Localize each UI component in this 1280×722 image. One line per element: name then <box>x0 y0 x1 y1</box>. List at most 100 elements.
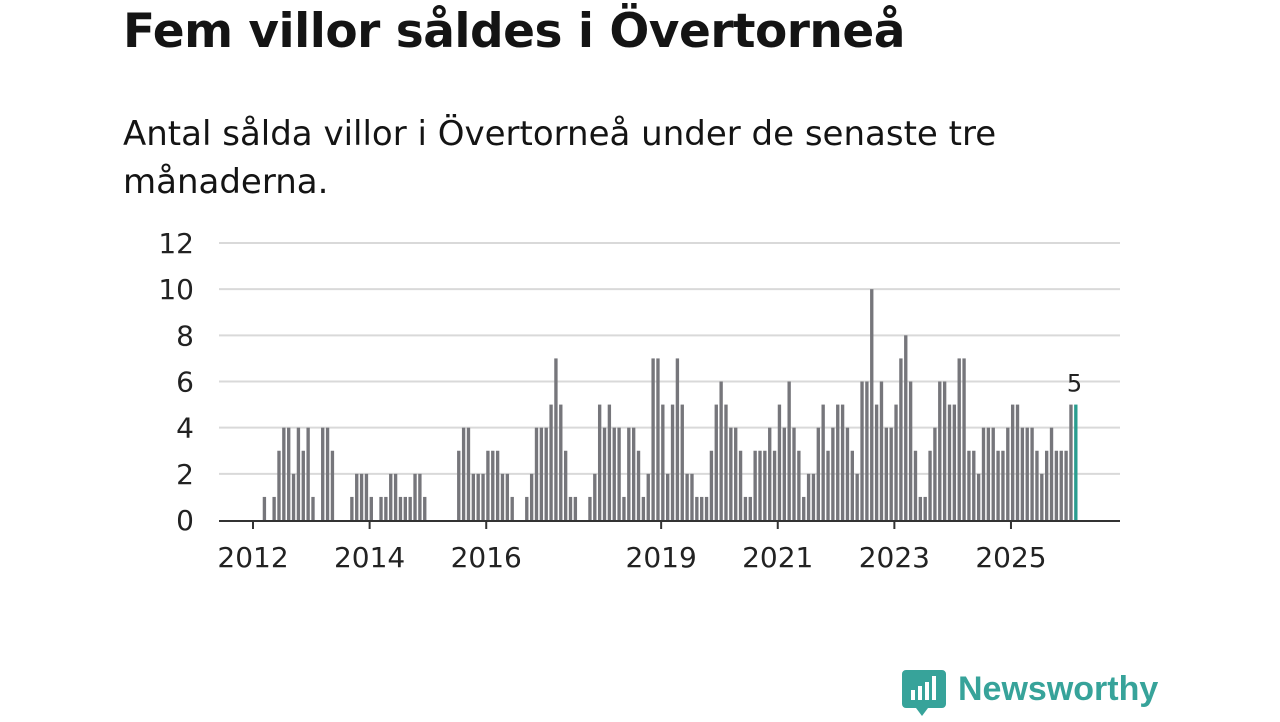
bar <box>369 496 373 520</box>
bar <box>908 381 913 520</box>
bar <box>758 450 762 520</box>
bar <box>991 427 995 520</box>
bar <box>495 450 500 520</box>
bar <box>938 381 942 520</box>
bar <box>811 473 816 520</box>
bar <box>306 427 310 520</box>
x-tick-label: 2021 <box>742 541 813 574</box>
bar <box>957 358 961 520</box>
bar <box>675 358 680 520</box>
bar <box>870 289 874 520</box>
bar <box>889 427 893 520</box>
bar <box>768 427 772 520</box>
bar <box>933 427 937 520</box>
bar <box>962 358 966 520</box>
bar <box>573 496 578 520</box>
bar <box>816 427 820 520</box>
bar <box>398 496 403 520</box>
bar <box>704 496 709 520</box>
bar <box>836 404 840 520</box>
bar <box>636 450 641 520</box>
bar <box>534 427 539 520</box>
bar <box>1054 450 1059 520</box>
bar <box>942 381 947 520</box>
bar <box>1064 450 1068 520</box>
x-tick-label: 2025 <box>975 541 1046 574</box>
bar <box>393 473 398 520</box>
bar <box>865 381 869 520</box>
bar <box>627 427 631 520</box>
bar <box>748 496 752 520</box>
bar <box>1001 450 1005 520</box>
bar <box>899 358 903 520</box>
bar <box>797 450 801 520</box>
bar <box>612 427 616 520</box>
newsworthy-logo: Newsworthy <box>902 668 1162 718</box>
bar <box>690 473 694 520</box>
bar <box>840 404 845 520</box>
bar <box>272 496 276 520</box>
bar <box>947 404 952 520</box>
bar <box>466 427 471 520</box>
bar <box>321 427 325 520</box>
bar <box>1030 427 1034 520</box>
bar <box>806 473 811 520</box>
bar <box>904 335 908 520</box>
bar <box>802 496 806 520</box>
bar <box>291 473 296 520</box>
bar <box>831 427 835 520</box>
bar <box>986 427 991 520</box>
bar <box>928 450 932 520</box>
bar <box>1040 473 1044 520</box>
bar <box>423 496 427 520</box>
bar <box>471 473 476 520</box>
bar <box>325 427 330 520</box>
bar <box>695 496 699 520</box>
bar <box>1059 450 1063 520</box>
x-tick-label: 2016 <box>451 541 522 574</box>
bar <box>1069 404 1073 520</box>
bar <box>631 427 636 520</box>
y-tick-label: 8 <box>176 319 194 352</box>
bar <box>913 450 918 520</box>
bar <box>670 404 675 520</box>
bar <box>563 450 568 520</box>
bar <box>923 496 927 520</box>
bar <box>845 427 850 520</box>
newsworthy-logo-icon <box>902 670 946 716</box>
bar <box>364 473 369 520</box>
bar <box>389 473 393 520</box>
bar <box>656 358 660 520</box>
bar <box>661 404 665 520</box>
bar <box>539 427 544 520</box>
bar <box>826 450 830 520</box>
bar <box>700 496 704 520</box>
bar <box>282 427 286 520</box>
bar <box>491 450 495 520</box>
bar <box>743 496 748 520</box>
bar <box>772 450 777 520</box>
bar <box>777 404 782 520</box>
chart-subtitle: Antal sålda villor i Övertorneå under de… <box>123 114 997 202</box>
bar <box>597 404 602 520</box>
bar <box>1010 404 1015 520</box>
bar <box>607 404 612 520</box>
bar <box>544 427 548 520</box>
bar <box>1006 427 1010 520</box>
bar <box>685 473 689 520</box>
bar <box>505 473 510 520</box>
bar <box>763 450 767 520</box>
bar <box>355 473 359 520</box>
bar <box>403 496 407 520</box>
bar <box>481 473 485 520</box>
bar <box>855 473 859 520</box>
x-tick-label: 2023 <box>859 541 930 574</box>
bar <box>617 427 621 520</box>
x-tick-label: 2014 <box>334 541 405 574</box>
bar <box>972 450 976 520</box>
bar <box>287 427 291 520</box>
bar <box>709 450 714 520</box>
bar <box>296 427 301 520</box>
bar <box>850 450 854 520</box>
